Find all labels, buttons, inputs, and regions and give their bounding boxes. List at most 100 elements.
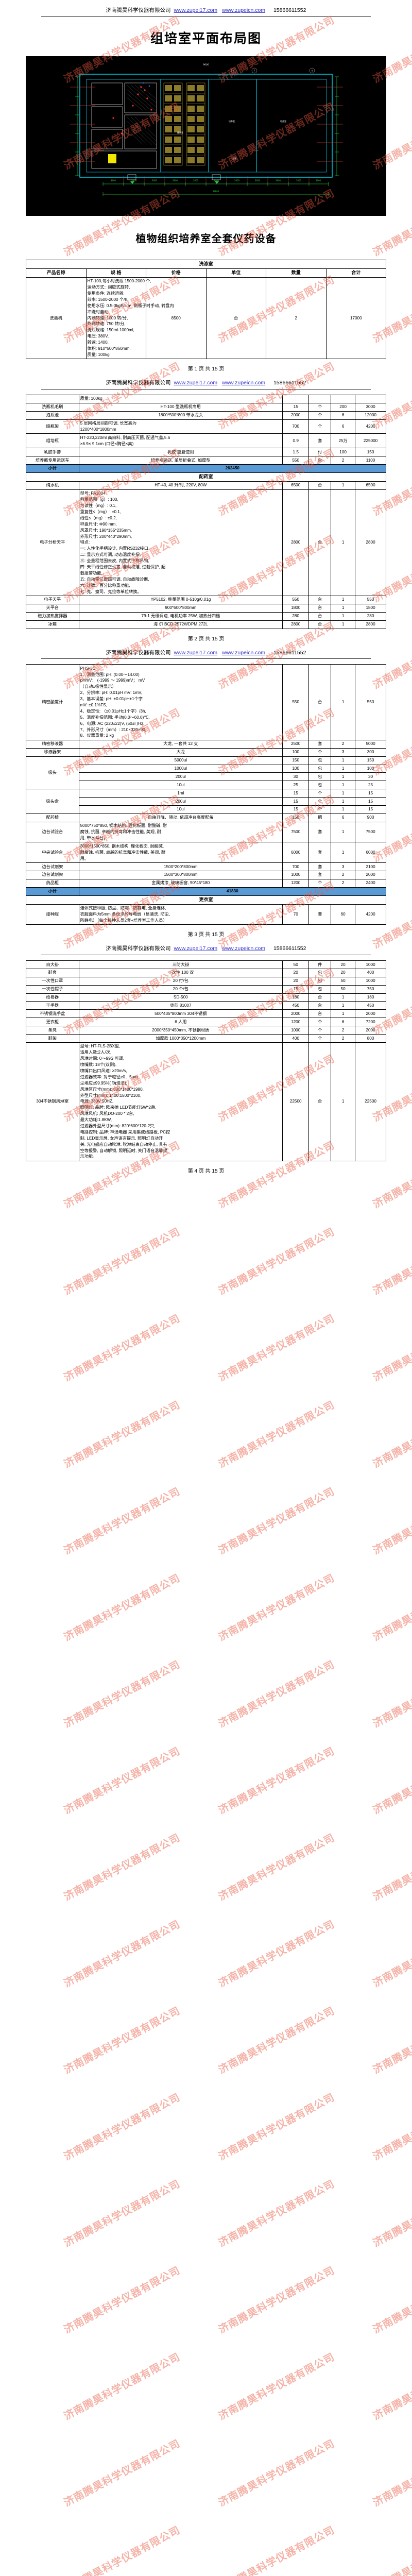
product-spec: HT-100 型洗瓶机专用 <box>78 402 283 412</box>
subtotal-value: 41830 <box>78 887 387 896</box>
page-title: 组培室平面布局图 <box>150 30 262 46</box>
watermark-text: 济南腾昊科学仪器有限公司 <box>216 1485 337 1557</box>
product-total: 5000 <box>355 739 386 749</box>
product-price: 22500 <box>282 1042 310 1161</box>
product-price: 6500 <box>282 481 310 490</box>
svg-text:3600: 3600 <box>276 179 281 182</box>
product-total: 4200 <box>355 419 386 434</box>
product-price: 1200 <box>282 1018 310 1027</box>
product-price: 550 <box>282 664 310 740</box>
website-link-1[interactable]: www.zupei17.com <box>174 945 218 952</box>
table-row: 一次性口罩 20 付/包 20 包 50 1000 <box>26 976 386 986</box>
product-unit: 个 <box>308 789 332 798</box>
equipment-title: 植物组织培养室全套仪药设备 <box>135 232 277 245</box>
company-name: 济南腾昊科学仪器有限公司 <box>106 7 171 13</box>
product-price: 100 <box>282 764 310 773</box>
website-link-2[interactable]: www.zupeicn.com <box>222 380 266 386</box>
room-title: 更衣室 <box>26 895 386 905</box>
product-qty: 50 <box>331 985 356 994</box>
product-qty: 50 <box>331 976 356 986</box>
page-number-3: 第 3 页 共 15 页 <box>187 932 225 938</box>
product-price: 100 <box>282 748 310 757</box>
product-spec: 1800*500*800 带水龙头 <box>78 411 283 420</box>
cad-drawing-svg: 培养室 培养室 接种室 走廊 <box>26 56 386 216</box>
website-link-2[interactable]: www.zupeicn.com <box>222 7 266 13</box>
website-link-2[interactable]: www.zupeicn.com <box>222 945 266 952</box>
svg-text:走廊: 走廊 <box>232 157 236 160</box>
table-row: 200ul 30 包 1 30 <box>26 772 386 782</box>
product-spec: 10ul <box>78 805 283 814</box>
product-name <box>26 394 79 403</box>
website-link-1[interactable]: www.zupei17.com <box>174 380 218 386</box>
watermark-text: 济南腾昊科学仪器有限公司 <box>371 1226 412 1297</box>
product-total: 6500 <box>355 481 386 490</box>
product-total: 225000 <box>355 433 386 449</box>
product-price: 280 <box>282 612 310 621</box>
table-row: 洗瓶机毛刷 HT-100 型洗瓶机专用 15 个 200 3000 <box>26 402 386 412</box>
product-spec: 海 尔 BCD-2572WDPM 272L <box>78 620 283 629</box>
company-name: 济南腾昊科学仪器有限公司 <box>106 945 171 952</box>
product-qty: 20 <box>331 968 356 977</box>
product-price: 550 <box>282 595 310 604</box>
website-link-2[interactable]: www.zupeicn.com <box>222 649 266 656</box>
website-link-1[interactable]: www.zupei17.com <box>174 7 218 13</box>
product-total: 150 <box>355 756 386 765</box>
product-unit: 个 <box>308 411 332 420</box>
floor-plan-figure: 培养室 培养室 接种室 走廊 <box>26 56 386 216</box>
svg-text:7: 7 <box>254 70 255 72</box>
watermark-text: 济南腾昊科学仪器有限公司 <box>216 1918 337 1990</box>
watermark-text: 济南腾昊科学仪器有限公司 <box>62 1226 182 1297</box>
product-qty: 1 <box>331 781 356 790</box>
watermark-text: 济南腾昊科学仪器有限公司 <box>216 2178 337 2249</box>
watermark-text: 济南腾昊科学仪器有限公司 <box>62 1399 182 1470</box>
product-total: 2800 <box>355 489 386 596</box>
product-unit: 个 <box>308 402 332 412</box>
product-total: 30 <box>355 772 386 782</box>
product-price: 15 <box>282 402 310 412</box>
phone-number: 15866611552 <box>273 380 306 386</box>
product-spec: 型号: FA1004 称量范围（g）: 100, 可读性（mg）: 0.1, 重复性≤… <box>78 489 283 596</box>
svg-text:培养室: 培养室 <box>280 120 286 123</box>
product-unit: 套 <box>308 904 332 925</box>
product-qty: 60 <box>331 904 356 925</box>
product-price: 7500 <box>282 821 310 843</box>
product-total: 280 <box>355 612 386 621</box>
product-name: 鞋架 <box>26 1034 79 1043</box>
product-total: 550 <box>355 664 386 740</box>
product-spec: 10ul <box>78 781 283 790</box>
watermark-text: 济南腾昊科学仪器有限公司 <box>371 1312 412 1384</box>
product-name: 干手器 <box>26 1001 79 1010</box>
product-total: 100 <box>355 764 386 773</box>
page-number-2: 第 2 页 共 15 页 <box>187 636 225 642</box>
product-price: 150 <box>282 756 310 765</box>
website-link-1[interactable]: www.zupei17.com <box>174 649 218 656</box>
product-spec: 大龙 <box>78 748 283 757</box>
watermark-text: 济南腾昊科学仪器有限公司 <box>216 2264 337 2336</box>
product-qty: 1 <box>331 797 356 806</box>
table-row: 移液器架 大龙 100 个 3 300 <box>26 748 386 757</box>
product-price: 25 <box>282 781 310 790</box>
page-1: 济南腾昊科学仪器有限公司 www.zupei17.com www.zupeicn… <box>0 0 412 372</box>
svg-text:3600: 3600 <box>316 179 321 182</box>
product-price: 1200 <box>282 878 310 888</box>
product-price: 20 <box>282 976 310 986</box>
product-name: 精密移液器 <box>26 739 79 749</box>
watermark-text: 济南腾昊科学仪器有限公司 <box>62 1572 182 1643</box>
product-qty: 2 <box>266 277 327 360</box>
watermark-text: 济南腾昊科学仪器有限公司 <box>371 1832 412 1903</box>
watermark-text: 济南腾昊科学仪器有限公司 <box>216 1658 337 1730</box>
product-spec: 900*600*800mm <box>78 603 283 613</box>
product-unit: 个 <box>308 419 332 434</box>
product-name: 条凳 <box>26 1026 79 1035</box>
product-unit: 套 <box>308 842 332 863</box>
subtotal-label: 小计 <box>26 887 79 896</box>
product-price: 50 <box>282 960 310 969</box>
product-price: 700 <box>282 419 310 434</box>
product-unit: 包 <box>308 772 332 782</box>
product-spec: 20 付/包 <box>78 976 283 986</box>
product-price: 150 <box>282 813 310 822</box>
product-price: 70 <box>282 904 310 925</box>
watermark-text: 济南腾昊科学仪器有限公司 <box>216 1399 337 1470</box>
table-row: 乳胶手套 乳胶 重复使用 1.5 付 100 150 <box>26 448 386 457</box>
room-title: 配药室 <box>26 472 386 482</box>
